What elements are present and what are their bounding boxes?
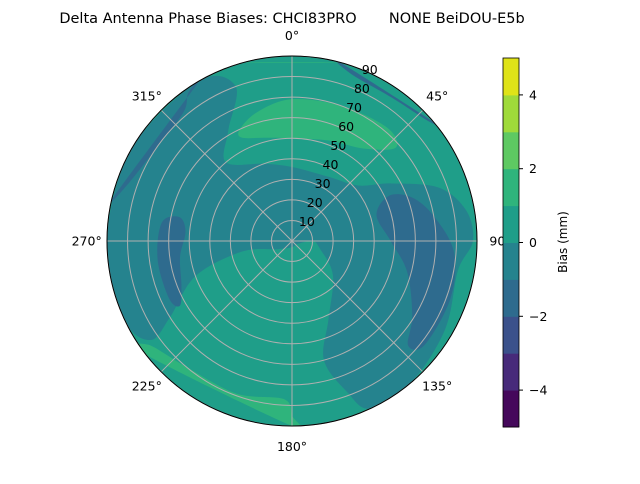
- angular-tick-labels: 0° 45° 90 135° 180° 225° 270° 315°: [72, 28, 506, 454]
- colorbar-band: [503, 58, 519, 96]
- radial-tick-label: 60: [338, 119, 354, 134]
- colorbar-band: [503, 353, 519, 391]
- contour-region-2: [157, 216, 186, 307]
- angle-tick-label: 90: [489, 234, 505, 249]
- colorbar-band: [503, 168, 519, 207]
- colorbar-tick-label: 4: [529, 87, 537, 102]
- angular-gridline: [160, 240, 293, 373]
- angle-tick-label: 225°: [132, 379, 162, 394]
- radial-tick-label: 50: [330, 138, 346, 153]
- polar-frame: [106, 55, 478, 427]
- radial-tick-label: 40: [323, 157, 339, 172]
- colorbar-label: Bias (mm): [556, 211, 570, 273]
- radial-tick-label: 10: [299, 214, 315, 229]
- angle-tick-label: 0°: [285, 28, 299, 43]
- angle-tick-label: 315°: [132, 88, 162, 103]
- colorbar-band: [503, 242, 519, 280]
- angle-tick-label: 45°: [426, 88, 448, 103]
- angle-tick-label: 180°: [277, 439, 307, 454]
- angle-tick-label: 270°: [72, 234, 102, 249]
- radial-tick-label: 80: [354, 81, 370, 96]
- colorbar-band: [503, 94, 519, 133]
- radial-tick-label: 70: [346, 100, 362, 115]
- radial-tick-label: 90: [362, 62, 378, 77]
- colorbar-band: [503, 131, 519, 170]
- colorbar-band: [503, 390, 519, 428]
- radial-tick-labels: 10 20 30 40 50 60 70 80 90: [299, 62, 378, 229]
- colorbar-band: [503, 279, 519, 317]
- colorbar: −4 −2 0 2 4: [502, 57, 547, 428]
- colorbar-tick-label: −4: [529, 383, 547, 398]
- colorbar-tick-label: 0: [529, 235, 537, 250]
- angular-gridline: [291, 109, 424, 242]
- colorbar-band: [503, 205, 519, 243]
- colorbar-tick-label: 2: [529, 161, 537, 176]
- radial-tick-label: 30: [315, 176, 331, 191]
- chart-title: Delta Antenna Phase Biases: CHCI83PRO NO…: [59, 11, 524, 27]
- angular-gridline: [291, 240, 424, 373]
- colorbar-tick-label: −2: [529, 309, 547, 324]
- radial-tick-label: 20: [307, 195, 323, 210]
- angle-tick-label: 135°: [422, 379, 452, 394]
- contour-region-4: [334, 60, 440, 127]
- contour-region-6: [134, 343, 304, 426]
- colorbar-band: [503, 316, 519, 354]
- polar-grid: [106, 55, 478, 427]
- angular-gridline: [160, 109, 293, 242]
- contour-region-3: [108, 74, 204, 206]
